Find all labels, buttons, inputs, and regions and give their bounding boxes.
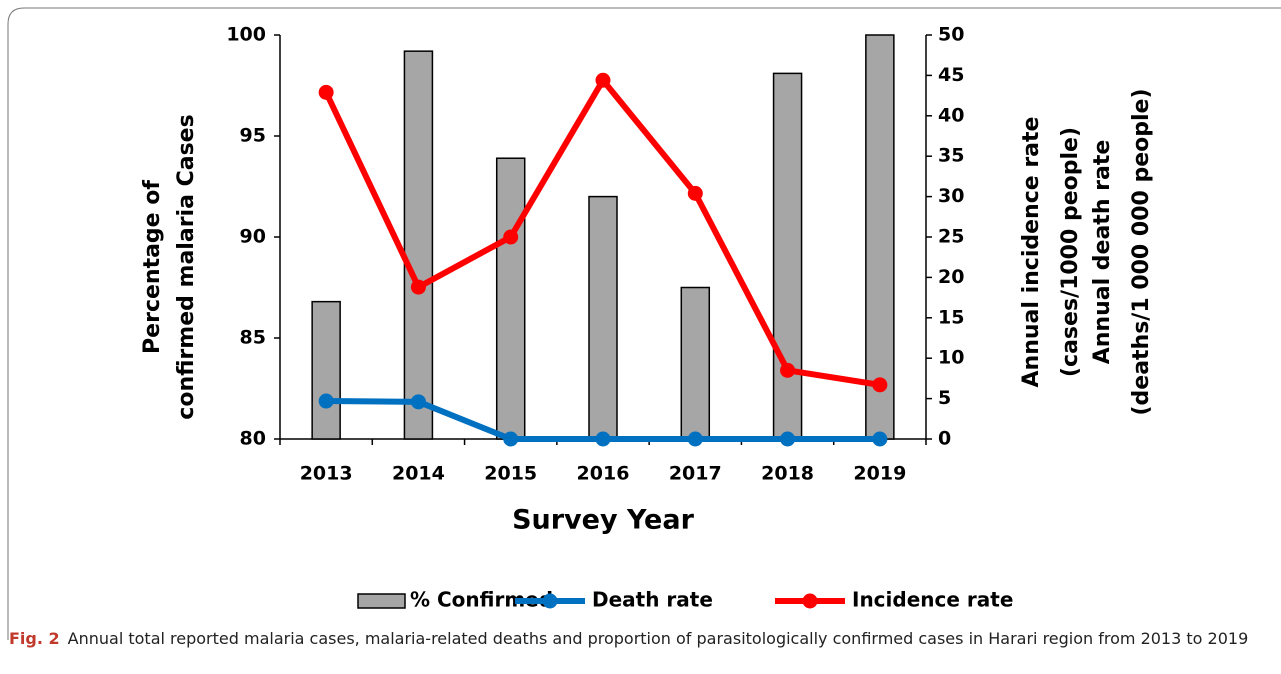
y2-tick-label: 20 (938, 266, 964, 288)
point (318, 84, 334, 100)
y2-axis-title: Annual death rate (1090, 140, 1115, 365)
y2-axis-title: (cases/1000 people) (1058, 127, 1083, 377)
x-tick-label: 2018 (761, 463, 814, 485)
point (780, 431, 796, 447)
y2-axis-title: Annual incidence rate (1019, 117, 1044, 388)
point (318, 393, 334, 409)
point (872, 431, 888, 447)
legend-label: Death rate (592, 588, 713, 612)
point (410, 394, 426, 410)
y2-tick-label: 45 (938, 64, 964, 86)
y-tick-label: 85 (240, 327, 266, 349)
point (595, 72, 611, 88)
point (503, 229, 519, 245)
y2-axis-title: (deaths/1 000 000 people) (1129, 88, 1154, 415)
caption-label: Fig. 2 (9, 629, 60, 648)
y2-tick-label: 25 (938, 226, 964, 248)
y-tick-label: 80 (240, 428, 266, 450)
x-tick-label: 2019 (853, 463, 906, 485)
y-axis-title: confirmed malaria Cases (174, 114, 199, 419)
caption: Fig. 2 Annual total reported malaria case… (9, 628, 1271, 650)
x-axis-title: Survey Year (512, 505, 694, 536)
bar (311, 300, 341, 440)
x-tick-label: 2014 (392, 463, 445, 485)
y2-tick-label: 30 (938, 185, 964, 207)
y2-tick-label: 10 (938, 347, 964, 369)
bar (772, 72, 803, 440)
point (503, 431, 519, 447)
bar (588, 195, 618, 440)
legend-marker (802, 593, 818, 609)
y2-tick-label: 15 (938, 306, 964, 328)
x-tick-label: 2015 (484, 463, 537, 485)
y2-tick-label: 5 (938, 387, 951, 409)
x-tick-label: 2017 (669, 463, 722, 485)
y2-tick-label: 35 (938, 145, 964, 167)
x-tick-label: 2013 (300, 463, 353, 485)
bar (865, 34, 895, 440)
y2-tick-label: 50 (938, 24, 964, 46)
point (687, 431, 703, 447)
legend-label: Incidence rate (852, 588, 1013, 612)
y2-tick-label: 40 (938, 104, 964, 126)
point (780, 362, 796, 378)
bar (680, 286, 711, 440)
figure-frame (7, 7, 1281, 640)
caption-text: Annual total reported malaria cases, mal… (67, 629, 1249, 648)
legend-marker (542, 593, 558, 609)
y-axis-title: Percentage of (140, 180, 165, 354)
point (687, 185, 703, 201)
bar (495, 157, 526, 440)
x-tick-label: 2016 (577, 463, 630, 485)
bar (403, 50, 434, 440)
legend-swatch (357, 593, 406, 609)
y-tick-label: 95 (240, 125, 266, 147)
y2-tick-label: 0 (938, 428, 951, 450)
point (595, 431, 611, 447)
y-tick-label: 100 (226, 24, 266, 46)
point (872, 377, 888, 393)
point (410, 279, 426, 295)
y-tick-label: 90 (240, 226, 266, 248)
